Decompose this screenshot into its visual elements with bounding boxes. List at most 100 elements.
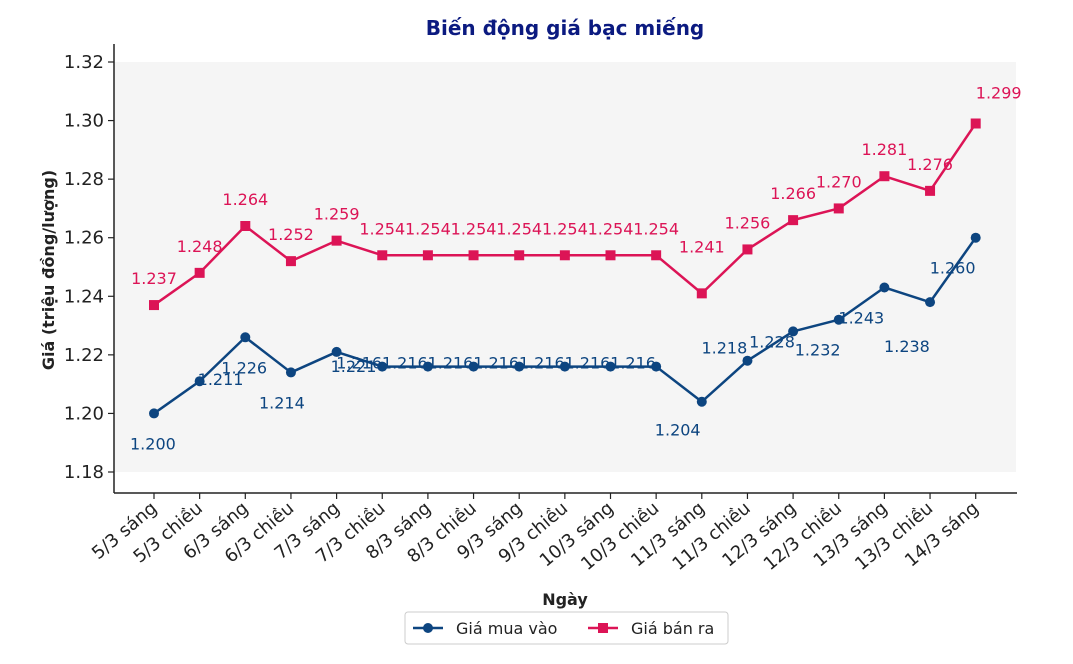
data-label-sell: 1.241 (679, 237, 725, 256)
data-point-sell (240, 221, 251, 231)
data-point-sell (651, 250, 662, 261)
data-point-buy (331, 346, 342, 357)
data-label-buy: 1.226 (221, 358, 267, 377)
data-label-buy: 1.216 (519, 354, 565, 373)
x-axis-title: Ngày (542, 590, 588, 609)
data-label-sell: 1.259 (314, 205, 360, 224)
data-point-sell (331, 235, 342, 246)
data-label-sell: 1.256 (725, 213, 771, 232)
data-label-sell: 1.252 (268, 225, 314, 244)
data-point-sell (559, 250, 570, 261)
data-point-buy (833, 314, 844, 325)
data-label-buy: 1.228 (749, 332, 795, 351)
data-label-buy: 1.211 (198, 370, 244, 389)
data-point-sell (925, 185, 936, 196)
data-label-buy: 1.216 (610, 354, 656, 373)
data-point-buy (651, 361, 662, 372)
data-point-sell (742, 244, 753, 255)
data-label-sell: 1.270 (816, 172, 862, 191)
y-tick-label: 1.18 (64, 462, 104, 483)
y-axis-title: Giá (triệu đồng/lượng) (39, 170, 58, 370)
legend-marker-sell (598, 623, 608, 633)
data-point-sell (422, 250, 433, 261)
data-point-sell (833, 203, 844, 214)
data-point-buy (194, 376, 205, 387)
data-point-sell (149, 300, 159, 311)
y-tick-label: 1.28 (64, 169, 104, 190)
data-point-buy (514, 361, 525, 372)
data-point-sell (468, 250, 479, 261)
data-label-sell: 1.254 (588, 219, 634, 238)
data-point-buy (879, 282, 890, 293)
data-label-sell: 1.237 (131, 269, 177, 288)
data-label-buy: 1.214 (259, 393, 305, 412)
data-label-sell: 1.254 (496, 219, 542, 238)
data-label-sell: 1.254 (451, 219, 497, 238)
data-label-buy: 1.216 (382, 354, 428, 373)
data-point-buy (742, 355, 753, 366)
data-label-buy: 1.216 (565, 354, 611, 373)
y-tick-label: 1.24 (64, 286, 104, 307)
data-label-buy: 1.200 (130, 434, 176, 453)
data-point-sell (605, 250, 616, 261)
series-layer (149, 118, 981, 419)
plot-background (114, 62, 1016, 472)
data-label-sell: 1.266 (770, 184, 816, 203)
data-label-buy: 1.204 (655, 421, 701, 440)
y-tick-label: 1.26 (64, 228, 104, 249)
y-tick-label: 1.20 (64, 403, 104, 424)
chart-title: Biến động giá bạc miếng (426, 16, 705, 40)
legend: Giá mua vào Giá bán ra (404, 611, 729, 645)
data-point-sell (788, 215, 799, 226)
data-point-buy (468, 361, 479, 372)
data-label-sell: 1.276 (907, 155, 953, 174)
data-label-sell: 1.254 (405, 219, 451, 238)
data-point-buy (559, 361, 570, 372)
data-label-sell: 1.254 (359, 219, 405, 238)
data-label-sell: 1.254 (542, 219, 588, 238)
legend-marker-buy (423, 623, 433, 633)
data-label-buy: 1.216 (473, 354, 519, 373)
data-point-buy (149, 408, 159, 419)
data-point-buy (422, 361, 433, 372)
data-point-buy (925, 297, 936, 308)
data-label-sell: 1.254 (633, 219, 679, 238)
data-label-sell: 1.299 (976, 84, 1022, 103)
data-point-sell (879, 171, 890, 182)
data-point-sell (970, 118, 981, 129)
data-point-buy (696, 396, 707, 407)
data-label-buy: 1.260 (930, 259, 976, 278)
data-label-buy: 1.216 (428, 354, 474, 373)
data-label-buy: 1.238 (884, 337, 930, 356)
data-label-buy: 1.232 (795, 341, 841, 360)
y-axis-ticks: 1.18 1.20 1.22 1.24 1.26 1.28 1.30 1.32 (64, 52, 114, 483)
legend-label-buy: Giá mua vào (456, 619, 557, 638)
y-tick-label: 1.32 (64, 52, 104, 73)
data-label-buy: 1.221 (331, 357, 377, 376)
data-point-sell (514, 250, 525, 261)
data-point-buy (285, 367, 296, 378)
legend-box (404, 611, 729, 645)
data-label-buy: 1.216 (336, 354, 382, 373)
data-point-buy (970, 232, 981, 243)
data-point-buy (377, 361, 388, 372)
data-label-buy: 1.218 (701, 339, 747, 358)
data-point-sell (285, 256, 296, 267)
data-label-sell: 1.264 (222, 190, 268, 209)
data-point-sell (696, 288, 707, 299)
data-label-sell: 1.281 (861, 140, 907, 159)
y-tick-label: 1.22 (64, 345, 104, 366)
data-label-buy: 1.243 (838, 309, 884, 328)
data-point-sell (194, 267, 205, 278)
data-point-buy (788, 326, 799, 337)
y-tick-label: 1.30 (64, 111, 104, 132)
data-label-sell: 1.248 (177, 237, 223, 256)
legend-label-sell: Giá bán ra (631, 619, 714, 638)
data-point-sell (377, 250, 388, 261)
data-point-buy (605, 361, 616, 372)
data-point-buy (240, 332, 251, 343)
